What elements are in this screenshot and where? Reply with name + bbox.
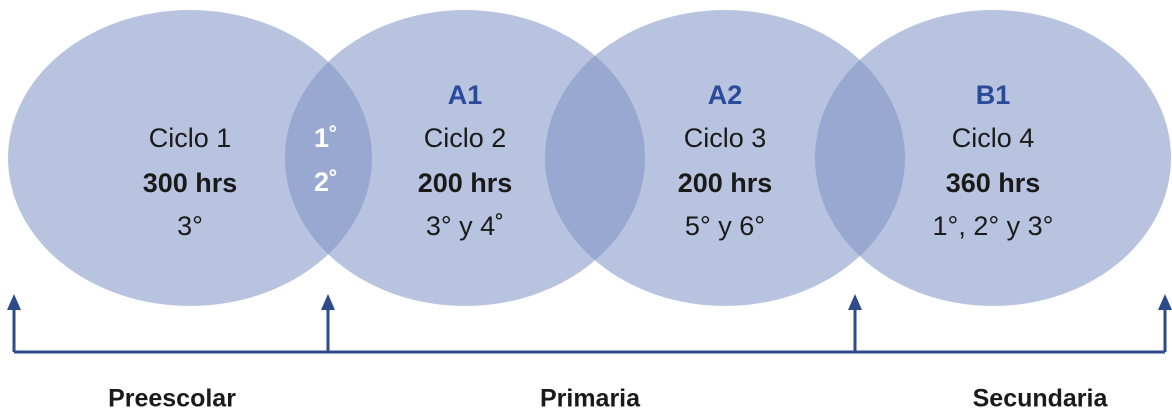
cycle-hours: 200 hrs (418, 168, 513, 198)
circle-labels: Ciclo 1 300 hrs 3° A1 Ciclo 2 200 hrs 3° y 4˚ A… (143, 80, 1054, 241)
arrowhead (321, 294, 335, 310)
cycle-name: Ciclo 1 (149, 123, 232, 153)
cycle-name: Ciclo 4 (952, 123, 1035, 153)
cycle-hours: 360 hrs (946, 168, 1041, 198)
stage-label: Secundaria (973, 385, 1109, 413)
circle (285, 10, 645, 306)
arrowhead (7, 294, 21, 310)
stage-label: Primaria (540, 385, 641, 413)
circle (8, 10, 372, 306)
cycle-name: Ciclo 3 (684, 123, 767, 153)
level-label: A2 (708, 80, 743, 110)
stage-label: Preescolar (108, 385, 236, 413)
cycle-hours: 300 hrs (143, 168, 238, 198)
circles (8, 10, 1171, 306)
overlap-label: 2˚ (314, 167, 338, 197)
circle (545, 10, 905, 306)
circle (815, 10, 1171, 306)
arrowhead (848, 294, 862, 310)
overlap-label: 1˚ (314, 123, 338, 153)
arrows (7, 294, 1172, 354)
cycle-grades: 1°, 2° y 3° (933, 211, 1054, 241)
level-label: A1 (448, 80, 483, 110)
cycle-grades: 3° y 4˚ (426, 211, 504, 241)
arrowhead (1158, 294, 1172, 310)
cycle-grades: 3° (177, 211, 203, 241)
level-label: B1 (976, 80, 1011, 110)
cycle-name: Ciclo 2 (424, 123, 507, 153)
cycle-hours: 200 hrs (678, 168, 773, 198)
cycle-grades: 5° y 6° (685, 211, 765, 241)
